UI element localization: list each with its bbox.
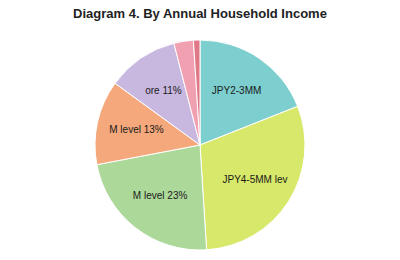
slice-label: ore 11%: [145, 85, 182, 96]
slice-label: JPY2-3MM: [212, 85, 261, 96]
pie: [95, 40, 305, 250]
pie-slice: [193, 40, 200, 145]
chart-container: Diagram 4. By Annual Household Income JPY…: [0, 0, 400, 260]
slice-label: JPY4-5MM lev: [222, 174, 287, 185]
slice-label: M level 23%: [133, 190, 188, 201]
slice-label: M level 13%: [109, 124, 164, 135]
pie-slice: [200, 106, 305, 249]
chart-title: Diagram 4. By Annual Household Income: [73, 6, 327, 21]
slice-labels: JPY2-3MM JPY4-5MM lev M level 23% M level 1…: [109, 85, 287, 201]
chart-svg: Diagram 4. By Annual Household Income JPY…: [0, 0, 400, 260]
